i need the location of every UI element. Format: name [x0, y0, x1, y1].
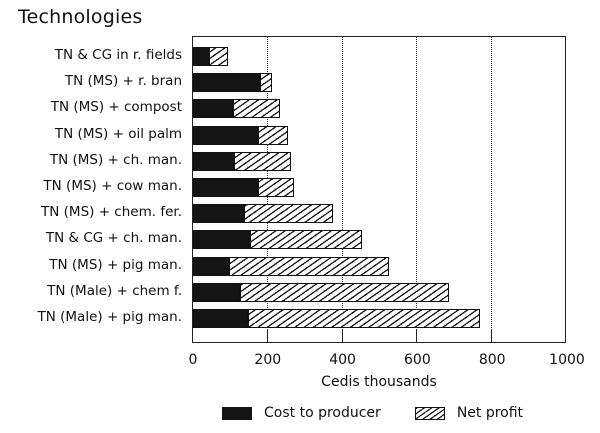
category-label: TN (MS) + pig man.: [49, 256, 182, 273]
x-tick-label: 600: [404, 352, 431, 368]
bar-segment-cost: [193, 73, 261, 93]
bar: [193, 256, 390, 276]
bar: [193, 282, 449, 302]
bar: [193, 204, 334, 224]
bar-segment-cost: [193, 230, 251, 250]
legend-item-cost: Cost to producer: [222, 405, 381, 421]
bar-segment-profit: [209, 47, 229, 66]
x-tick-label: 0: [188, 352, 198, 368]
bar: [193, 99, 281, 119]
bar-segment-cost: [193, 151, 235, 171]
bar-segment-profit: [240, 282, 449, 302]
category-label: TN & CG + ch. man.: [45, 230, 182, 247]
bar-segment-cost: [193, 309, 248, 328]
x-tick-mark: [416, 330, 418, 342]
gridline: [491, 37, 493, 342]
x-tick-mark: [491, 330, 493, 342]
bar: [193, 230, 363, 250]
x-tick-label: 1000: [549, 352, 585, 368]
bar-segment-profit: [260, 73, 273, 93]
category-label: TN (MS) + compost: [50, 99, 182, 116]
category-label: TN (MS) + chem. fer.: [41, 204, 182, 221]
category-label: TN (MS) + r. bran: [64, 73, 182, 90]
bar: [193, 178, 295, 197]
bar-segment-cost: [193, 178, 259, 197]
bar-segment-cost: [193, 47, 210, 66]
bar-segment-profit: [228, 256, 390, 276]
category-label: TN (Male) + pig man.: [37, 309, 183, 325]
bar-segment-cost: [193, 125, 259, 145]
cost-swatch-icon: [222, 406, 252, 420]
bar: [193, 309, 480, 328]
bar: [193, 47, 229, 66]
bar-segment-cost: [193, 282, 241, 302]
x-axis-title: Cedis thousands: [321, 374, 437, 390]
category-label: TN (Male) + chem f.: [47, 282, 182, 299]
category-label: TN (MS) + cow man.: [43, 178, 182, 194]
bar: [193, 125, 289, 145]
x-tick-mark: [341, 330, 343, 342]
plot-area: [192, 36, 566, 343]
bar: [193, 151, 292, 171]
gridline: [416, 37, 418, 342]
category-label: TN & CG in r. fields: [54, 47, 182, 63]
category-label: TN (MS) + oil palm: [54, 125, 182, 142]
bar-segment-cost: [193, 256, 229, 276]
x-tick-label: 200: [254, 352, 282, 368]
bar-segment-cost: [193, 204, 245, 224]
y-axis-title: Technologies: [18, 6, 143, 28]
profit-swatch-icon: [414, 406, 445, 420]
bar: [193, 73, 273, 93]
category-label: TN (MS) + ch. man.: [49, 151, 182, 168]
bar-segment-cost: [193, 99, 234, 119]
bar-segment-profit: [250, 230, 363, 250]
legend: Cost to producer Net profit: [222, 405, 557, 421]
x-tick-mark: [266, 330, 268, 342]
legend-label-profit: Net profit: [456, 405, 524, 421]
x-tick-label: 400: [329, 352, 356, 368]
legend-item-profit: Net profit: [414, 405, 524, 421]
bar-segment-profit: [234, 151, 292, 171]
bar-segment-profit: [233, 99, 281, 119]
gridline: [341, 37, 343, 342]
bar-segment-profit: [258, 125, 289, 145]
bar-segment-profit: [244, 204, 334, 224]
bar-segment-profit: [258, 178, 295, 197]
bar-segment-profit: [247, 309, 480, 328]
legend-label-cost: Cost to producer: [264, 405, 381, 421]
x-tick-label: 800: [478, 352, 506, 368]
